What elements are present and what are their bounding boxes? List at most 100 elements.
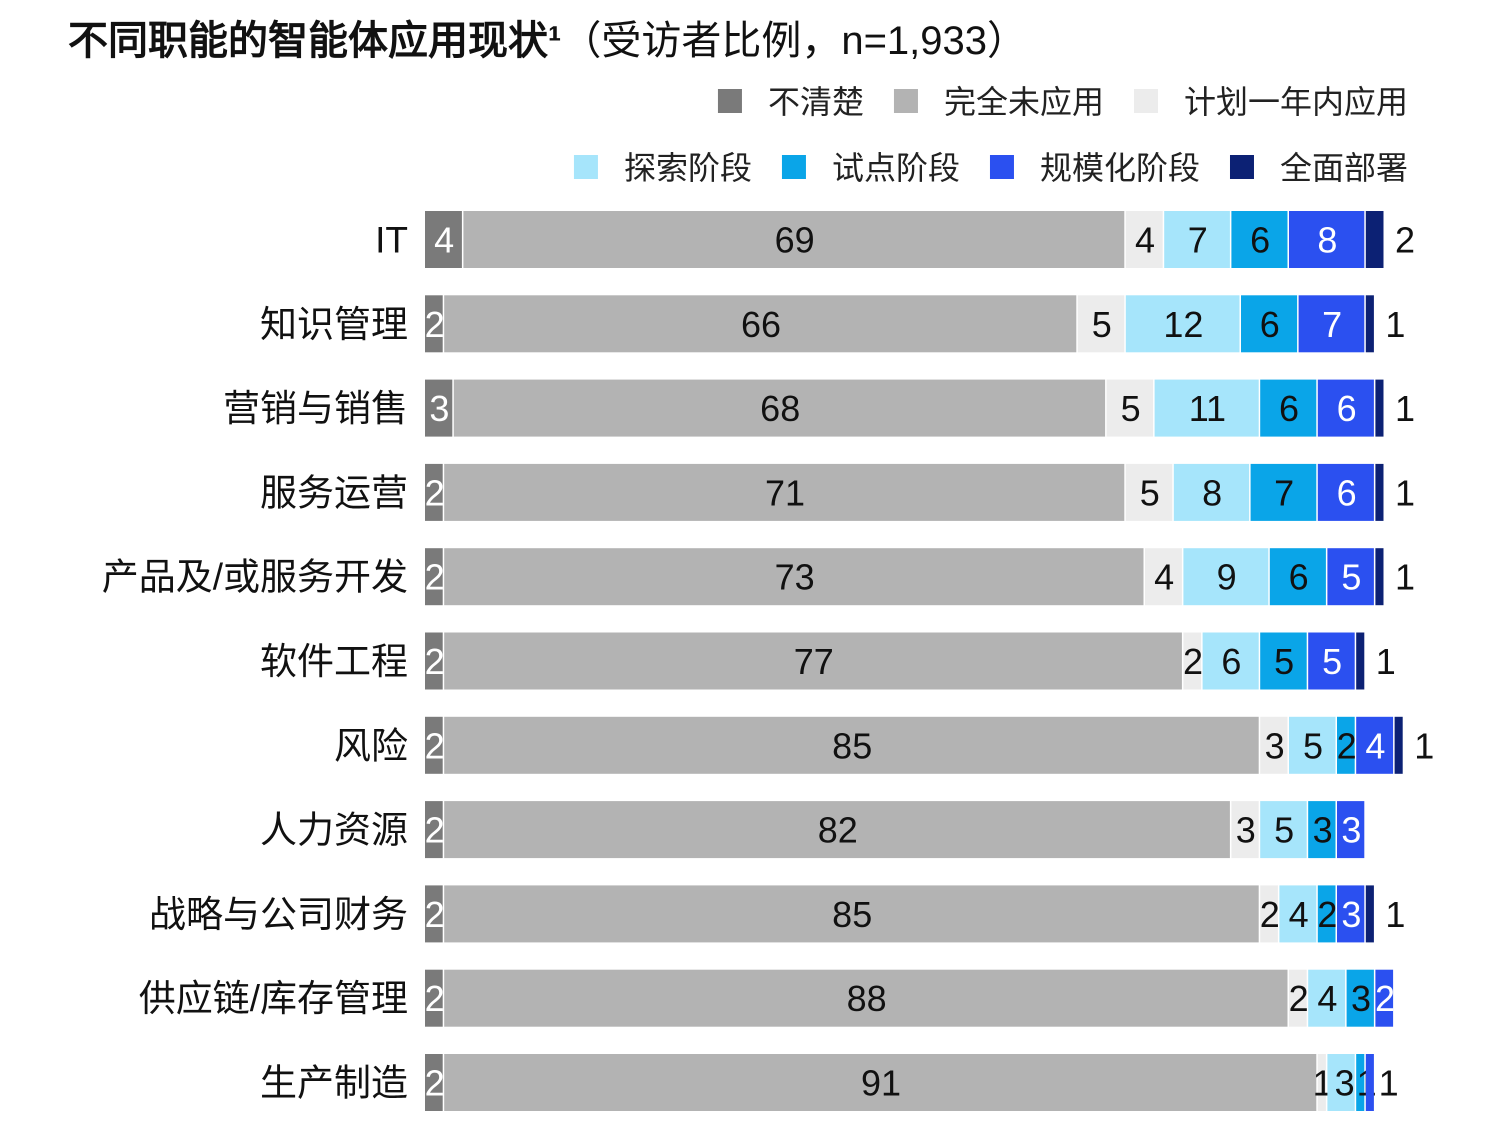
bar-segment xyxy=(1298,295,1365,353)
bar-segment xyxy=(1154,379,1259,437)
bar-segment xyxy=(444,295,1077,353)
data-label: 3 xyxy=(1341,894,1361,935)
data-label: 9 xyxy=(1217,557,1237,598)
data-label: 6 xyxy=(1279,388,1299,429)
bar-segment xyxy=(463,211,1125,268)
data-label: 5 xyxy=(1341,557,1361,598)
bar-segment xyxy=(425,463,443,521)
legend-swatch xyxy=(893,89,918,113)
data-label: 7 xyxy=(1322,304,1342,345)
bar-segment xyxy=(425,801,443,859)
bar-segment xyxy=(1327,1054,1355,1111)
bar-segment xyxy=(1260,801,1307,859)
data-label: 4 xyxy=(1289,894,1309,935)
bar-segment xyxy=(1337,801,1365,859)
legend-label: 探索阶段 xyxy=(624,150,752,186)
data-label: 85 xyxy=(832,725,872,766)
data-label: 8 xyxy=(1317,220,1337,261)
legend-label: 完全未应用 xyxy=(944,84,1104,120)
data-label: 12 xyxy=(1163,304,1203,345)
bar-segment xyxy=(1260,379,1317,437)
bar-segment xyxy=(1356,632,1365,690)
data-label: 2 xyxy=(425,304,445,345)
legend-label: 试点阶段 xyxy=(832,150,960,186)
data-label: 7 xyxy=(1274,472,1294,513)
data-label: 66 xyxy=(741,304,781,345)
data-label: 1 xyxy=(1414,725,1434,766)
data-label: 3 xyxy=(1236,810,1256,851)
bar-segment xyxy=(1308,969,1346,1027)
title-subtitle: （受访者比例，n=1,933） xyxy=(561,19,1028,63)
legend-label: 规模化阶段 xyxy=(1040,150,1200,186)
bar-segment xyxy=(1365,885,1374,943)
bar-segment xyxy=(1365,295,1374,353)
bar-segment xyxy=(1356,716,1394,774)
legend-swatch xyxy=(989,155,1014,179)
bar-segment xyxy=(425,548,443,606)
data-label: 69 xyxy=(775,220,815,261)
data-label: 6 xyxy=(1260,304,1280,345)
bar-segment xyxy=(1202,632,1259,690)
bar-segment xyxy=(1077,295,1125,353)
data-label: 1 xyxy=(1379,1063,1399,1104)
bar-segment xyxy=(1356,1054,1365,1111)
data-label: 4 xyxy=(1154,557,1174,598)
bar-segment xyxy=(444,463,1125,521)
bar-segment xyxy=(1365,1054,1374,1111)
data-label: 2 xyxy=(425,810,445,851)
data-label: 8 xyxy=(1202,472,1222,513)
data-label: 68 xyxy=(760,388,800,429)
data-label: 73 xyxy=(775,557,815,598)
bar-segment xyxy=(1308,632,1355,690)
data-label: 6 xyxy=(1337,472,1357,513)
bar-segment xyxy=(1125,211,1163,268)
category-label: 风险 xyxy=(334,725,408,766)
data-label: 82 xyxy=(818,810,858,851)
data-label: 3 xyxy=(1341,810,1361,851)
data-label: 1 xyxy=(1395,472,1415,513)
bar-segment xyxy=(1394,716,1403,774)
bar-segment xyxy=(425,632,443,690)
bar-segment xyxy=(425,295,443,353)
data-label: 1 xyxy=(1395,557,1415,598)
data-label: 6 xyxy=(1337,388,1357,429)
data-label: 5 xyxy=(1274,810,1294,851)
bar-segment xyxy=(1260,885,1278,943)
bar-segment xyxy=(1346,969,1374,1027)
data-label: 2 xyxy=(425,725,445,766)
legend-label: 全面部署 xyxy=(1280,150,1408,186)
bar-segment xyxy=(1365,211,1384,268)
legend-swatch xyxy=(717,89,742,113)
bar-segment xyxy=(1145,548,1182,606)
data-label: 2 xyxy=(425,1063,445,1104)
bar-segment xyxy=(1106,379,1154,437)
bar-segment xyxy=(1375,969,1394,1027)
legend-swatch xyxy=(1229,155,1254,179)
data-label: 3 xyxy=(429,388,449,429)
data-label: 5 xyxy=(1274,641,1294,682)
legend-swatch xyxy=(573,155,598,179)
data-label: 2 xyxy=(1337,725,1357,766)
bar-segment xyxy=(1289,969,1307,1027)
category-label: 产品及/或服务开发 xyxy=(102,557,408,598)
bar-segment xyxy=(1279,885,1317,943)
chart-title: 不同职能的智能体应用现状¹（受访者比例，n=1,933） xyxy=(68,8,1027,66)
bar-segment xyxy=(444,1054,1317,1111)
category-label: 战略与公司财务 xyxy=(149,894,408,935)
bar-segment xyxy=(425,885,443,943)
bar-segment xyxy=(1231,211,1288,268)
data-label: 3 xyxy=(1351,978,1371,1019)
data-label: 4 xyxy=(1135,220,1155,261)
data-label: 2 xyxy=(425,894,445,935)
bar-segment xyxy=(1337,885,1365,943)
bar-segment xyxy=(425,211,462,268)
bar-segment xyxy=(453,379,1106,437)
bar-segment xyxy=(425,1054,443,1111)
bar-segment xyxy=(425,379,453,437)
data-label: 3 xyxy=(1265,725,1285,766)
data-label: 4 xyxy=(1317,978,1337,1019)
bar-segment xyxy=(1250,463,1317,521)
bar-segment xyxy=(1269,548,1326,606)
data-label: 5 xyxy=(1121,388,1141,429)
